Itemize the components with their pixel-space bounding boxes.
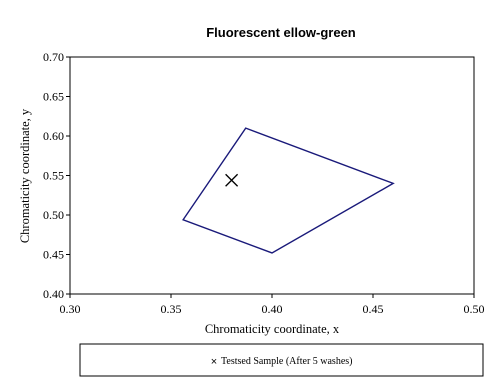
legend-label: Testsed Sample (After 5 washes): [221, 356, 352, 367]
y-tick-label: 0.65: [43, 90, 64, 104]
y-axis: 0.40 0.45 0.50 0.55 0.60 0.65 0.70: [43, 50, 70, 301]
x-axis: 0.30 0.35 0.40 0.45 0.50: [60, 294, 485, 316]
y-tick-label: 0.45: [43, 248, 64, 262]
y-tick-label: 0.55: [43, 169, 64, 183]
plot-layer: [182, 127, 395, 254]
legend-marker-x-icon: ×: [211, 356, 217, 368]
y-tick-label: 0.50: [43, 208, 64, 222]
x-axis-label: Chromaticity coordinate, x: [205, 322, 340, 336]
y-axis-label: Chromaticity coordinate, y: [18, 108, 32, 243]
legend-entry: × Testsed Sample (After 5 washes): [211, 356, 353, 368]
x-tick-label: 0.30: [60, 302, 81, 316]
x-tick-label: 0.45: [363, 302, 384, 316]
y-tick-label: 0.40: [43, 287, 64, 301]
chart-title: Fluorescent ellow-green: [206, 25, 356, 40]
x-tick-label: 0.40: [262, 302, 283, 316]
y-tick-label: 0.70: [43, 50, 64, 64]
sample-point-x-marker: [225, 173, 239, 187]
x-tick-label: 0.35: [161, 302, 182, 316]
plot-area: [69, 56, 475, 295]
x-tick-label: 0.50: [464, 302, 485, 316]
y-tick-label: 0.60: [43, 129, 64, 143]
chromaticity-boundary: [182, 127, 395, 254]
legend-box: [79, 343, 484, 377]
